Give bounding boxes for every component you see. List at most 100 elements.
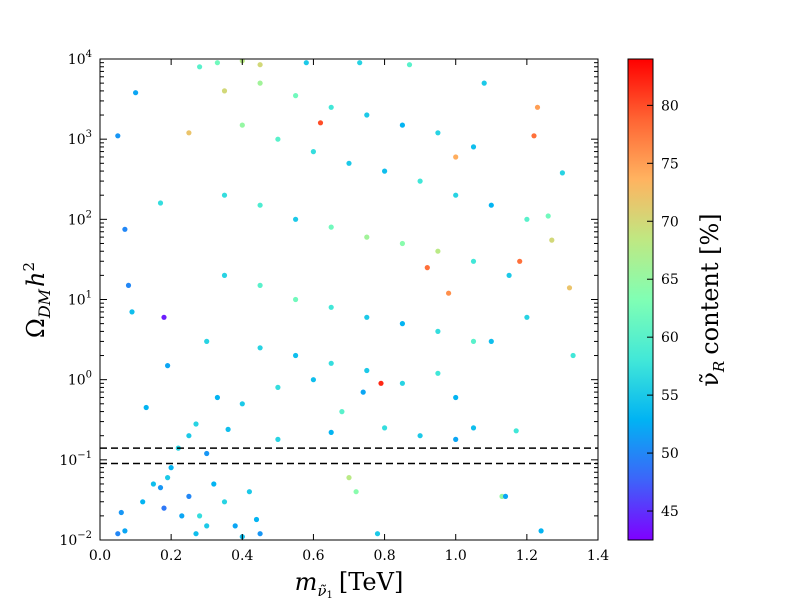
y-tick-label: 104 (68, 49, 92, 68)
data-point (165, 475, 171, 481)
data-point (118, 509, 124, 516)
data-point (253, 516, 260, 523)
y-tick-label: 103 (68, 129, 92, 148)
data-point (239, 122, 245, 128)
data-point (399, 380, 405, 386)
x-tick-label: 1.2 (516, 548, 538, 564)
data-point (328, 104, 334, 110)
data-point (435, 370, 441, 376)
colorbar-tick-label: 80 (661, 98, 679, 114)
colorbar-tick-label: 75 (661, 156, 679, 172)
data-point (399, 321, 405, 327)
y-tick-label: 101 (68, 290, 92, 309)
data-point (378, 380, 384, 386)
data-point (257, 202, 263, 208)
data-point (417, 178, 423, 184)
data-point (470, 338, 477, 344)
data-point (506, 272, 512, 278)
colorbar-tick-label: 70 (661, 214, 679, 230)
data-point (143, 404, 149, 411)
x-tick-label: 1.0 (445, 548, 467, 564)
data-point (470, 144, 477, 150)
data-point (133, 90, 139, 96)
scatter-points (115, 59, 576, 540)
data-point (545, 213, 551, 219)
plot-background (100, 59, 598, 540)
data-point (204, 523, 210, 529)
data-point (275, 384, 281, 390)
data-point (150, 481, 156, 487)
x-axis: 0.0 0.2 0.4 0.6 0.8 1.0 1.2 1.4 (89, 59, 609, 564)
data-point (157, 485, 164, 491)
data-point (186, 493, 192, 499)
data-point (346, 475, 352, 481)
colorbar-title: ν̃Rcontent [%] (696, 213, 728, 386)
data-point (257, 345, 263, 351)
data-point (406, 62, 413, 68)
data-point (524, 216, 530, 222)
data-point (559, 170, 566, 176)
data-point (221, 499, 228, 505)
data-point (161, 505, 167, 511)
data-point (197, 513, 203, 519)
data-point (399, 122, 405, 128)
data-point (435, 328, 441, 334)
data-point (204, 338, 210, 344)
data-point (364, 314, 370, 320)
reference-lines (100, 447, 598, 465)
data-point (193, 531, 199, 537)
data-point (328, 429, 334, 435)
data-point (293, 352, 299, 359)
colorbar-tick-label: 45 (661, 504, 679, 520)
data-point (364, 367, 370, 374)
data-point (211, 481, 217, 487)
data-point (570, 352, 576, 359)
data-point (549, 237, 555, 243)
data-point (186, 433, 192, 439)
data-point (364, 112, 370, 118)
colorbar-tick-label: 65 (661, 272, 679, 288)
x-tick-label: 1.4 (587, 548, 609, 564)
data-point (125, 282, 132, 288)
data-point (481, 80, 487, 86)
data-point (534, 104, 541, 110)
data-point (470, 258, 477, 264)
data-point (293, 296, 299, 303)
x-tick-label: 0.4 (231, 548, 253, 564)
data-point (524, 314, 530, 320)
data-point (424, 265, 430, 271)
data-point (399, 240, 405, 247)
y-tick-label: 100 (68, 370, 92, 389)
data-point (179, 513, 185, 519)
data-point (453, 192, 459, 198)
data-point (257, 80, 263, 86)
data-point (517, 258, 523, 264)
colorbar-tick-label: 55 (661, 388, 679, 404)
data-point (488, 338, 494, 344)
data-point (275, 436, 281, 442)
data-point (165, 363, 171, 369)
x-tick-label: 0.0 (89, 548, 111, 564)
data-point (204, 450, 210, 457)
data-point (221, 272, 228, 278)
data-point (328, 304, 334, 310)
data-point (186, 130, 192, 136)
data-point (214, 60, 220, 66)
data-point (357, 60, 363, 66)
data-point (122, 226, 128, 232)
x-tick-label: 0.2 (160, 548, 182, 564)
data-point (257, 531, 263, 537)
data-point (293, 216, 299, 222)
data-point (360, 389, 366, 395)
data-point (293, 93, 299, 99)
y-tick-label: 10−2 (59, 530, 92, 549)
data-point (275, 136, 281, 142)
data-point (453, 394, 459, 401)
colorbar (627, 58, 654, 541)
data-point (435, 248, 441, 254)
data-point (115, 531, 121, 537)
data-point (303, 60, 309, 66)
x-tick-label: 0.8 (373, 548, 395, 564)
data-point (353, 489, 359, 495)
